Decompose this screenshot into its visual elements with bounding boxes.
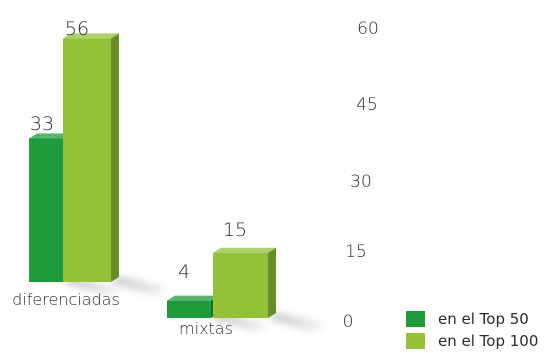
bar-top-diferenciadas-s0 [29, 133, 71, 139]
legend-swatch-top100 [406, 333, 425, 349]
bar-front-diferenciadas-s1 [63, 38, 111, 283]
legend: en el Top 50 en el Top 100 [406, 309, 538, 353]
bar-mixtas-s1 [213, 247, 276, 318]
bar-side-diferenciadas-s1 [111, 33, 119, 283]
value-label-diferenciadas-top50: 33 [30, 113, 54, 135]
value-label-mixtas-top50: 4 [178, 261, 190, 283]
value-label-mixtas-top100: 15 [223, 219, 247, 241]
bar-shadow-mixtas-s1 [268, 313, 331, 332]
value-labels-group: 33 56 4 15 [30, 18, 247, 283]
legend-item-top50: en el Top 50 [406, 309, 538, 329]
y-tick-15: 15 [345, 242, 367, 262]
bar-diferenciadas-s1 [63, 33, 119, 283]
y-axis-ticks: 60 45 30 15 0 [343, 19, 379, 332]
legend-label-top100: en el Top 100 [438, 332, 539, 350]
y-tick-60: 60 [357, 19, 379, 39]
bar-top-mixtas-s0 [167, 295, 219, 301]
bar-front-diferenciadas-s0 [29, 138, 63, 282]
bar-top-diferenciadas-s1 [63, 33, 119, 39]
bars-group [29, 33, 276, 318]
legend-item-top100: en el Top 100 [406, 331, 538, 351]
y-tick-45: 45 [356, 95, 378, 115]
value-label-diferenciadas-top100: 56 [65, 18, 89, 40]
bar-top-mixtas-s1 [213, 247, 276, 253]
y-tick-0: 0 [343, 312, 354, 332]
bar-front-mixtas-s1 [213, 252, 268, 318]
bar-front-mixtas-s0 [167, 300, 211, 318]
y-tick-30: 30 [350, 172, 372, 192]
legend-label-top50: en el Top 50 [438, 310, 529, 328]
legend-swatch-top50 [406, 311, 425, 327]
category-label-diferenciadas: diferenciadas [12, 290, 120, 309]
bar-shadow-diferenciadas-s1 [111, 277, 174, 296]
bar-side-mixtas-s1 [268, 247, 276, 318]
category-labels-group: diferenciadas mixtas [12, 290, 233, 338]
category-label-mixtas: mixtas [179, 319, 233, 338]
bar-mixtas-s0 [167, 295, 219, 318]
